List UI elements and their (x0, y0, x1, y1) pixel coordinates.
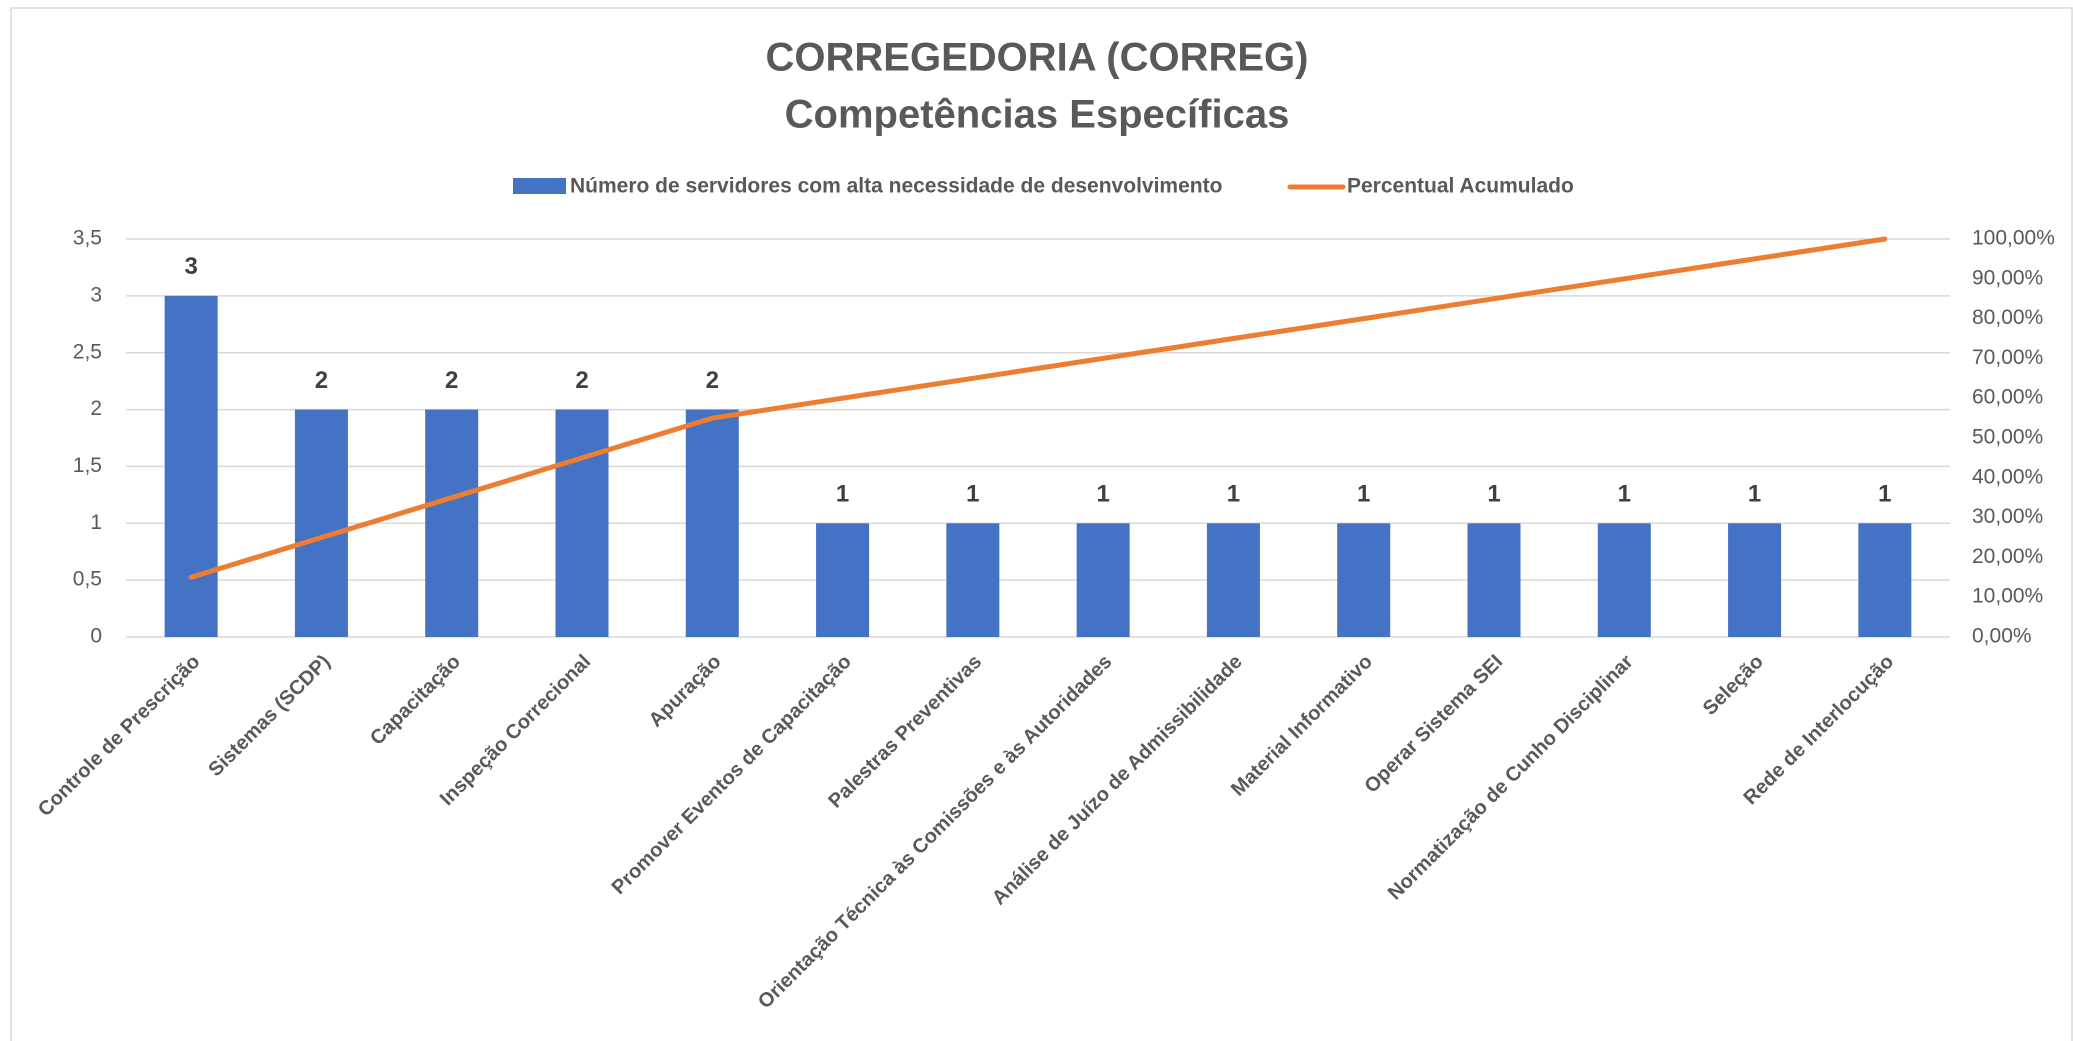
bar (946, 523, 1000, 637)
data-label: 2 (706, 367, 719, 394)
data-label: 2 (575, 367, 588, 394)
data-label: 2 (315, 367, 328, 394)
y-tick-label: 0,5 (73, 568, 102, 591)
legend-swatch (513, 178, 566, 194)
bar (1467, 523, 1521, 637)
data-label: 1 (1748, 481, 1761, 508)
bar (1858, 523, 1912, 637)
x-tick-label: Seleção (1699, 651, 1768, 720)
data-label: 1 (1878, 481, 1891, 508)
bar (425, 409, 479, 637)
legend-label: Número de servidores com alta necessidad… (570, 175, 1222, 198)
bar (1597, 523, 1651, 637)
y2-tick-label: 10,00% (1972, 585, 2043, 608)
y-tick-label: 0 (90, 625, 102, 648)
x-tick-label: Normatização de Cunho Disciplinar (1384, 651, 1638, 905)
data-label: 2 (445, 367, 458, 394)
bar (1206, 523, 1260, 637)
x-tick-label: Controle de Prescrição (34, 651, 204, 821)
bar (685, 409, 739, 637)
x-tick-label: Palestras Preventivas (824, 651, 986, 813)
bar (555, 409, 609, 637)
data-label: 1 (1096, 481, 1109, 508)
x-tick-label: Apuração (645, 651, 726, 732)
y-tick-label: 1,5 (73, 454, 102, 477)
x-tick-label: Promover Eventos de Capacitação (608, 651, 856, 899)
y-tick-label: 2,5 (73, 340, 102, 363)
chart-border (10, 7, 2073, 1041)
legend-label: Percentual Acumulado (1347, 175, 1574, 198)
data-label: 1 (1618, 481, 1631, 508)
x-tick-label: Operar Sistema SEI (1360, 651, 1507, 798)
line (188, 236, 1888, 580)
x-tick-label: Capacitação (366, 651, 465, 750)
bar (1728, 523, 1782, 637)
data-label: 3 (184, 253, 197, 280)
y-tick-label: 2 (90, 397, 102, 420)
y2-tick-label: 30,00% (1972, 505, 2043, 528)
data-label: 1 (1487, 481, 1500, 508)
y2-tick-label: 100,00% (1972, 227, 2055, 250)
x-tick-label: Material Informativo (1227, 651, 1377, 801)
y-tick-label: 3 (90, 283, 102, 306)
y-tick-label: 3,5 (73, 227, 102, 250)
y-tick-label: 1 (90, 511, 102, 534)
y2-tick-label: 50,00% (1972, 426, 2043, 449)
y2-tick-label: 70,00% (1972, 346, 2043, 369)
bar (1337, 523, 1391, 637)
y2-tick-label: 0,00% (1972, 625, 2032, 648)
x-tick-label: Sistemas (SCDP) (204, 651, 334, 781)
bar (816, 523, 870, 637)
data-label: 1 (966, 481, 979, 508)
y2-tick-label: 60,00% (1972, 386, 2043, 409)
bar (294, 409, 348, 637)
bar (1076, 523, 1130, 637)
data-label: 1 (836, 481, 849, 508)
x-tick-label: Rede de Interlocução (1740, 651, 1899, 810)
y2-tick-label: 20,00% (1972, 545, 2043, 568)
bar (164, 295, 218, 637)
data-label: 1 (1227, 481, 1240, 508)
data-label: 1 (1357, 481, 1370, 508)
x-tick-label: Análise de Juízo de Admissibilidade (988, 651, 1247, 910)
x-tick-label: Inspeção Correcional (436, 651, 595, 810)
chart-subtitle: Competências Específicas (785, 93, 1290, 137)
chart-title: CORREGEDORIA (CORREG) (766, 36, 1309, 80)
y2-tick-label: 90,00% (1972, 266, 2043, 289)
y2-tick-label: 40,00% (1972, 465, 2043, 488)
y2-tick-label: 80,00% (1972, 306, 2043, 329)
